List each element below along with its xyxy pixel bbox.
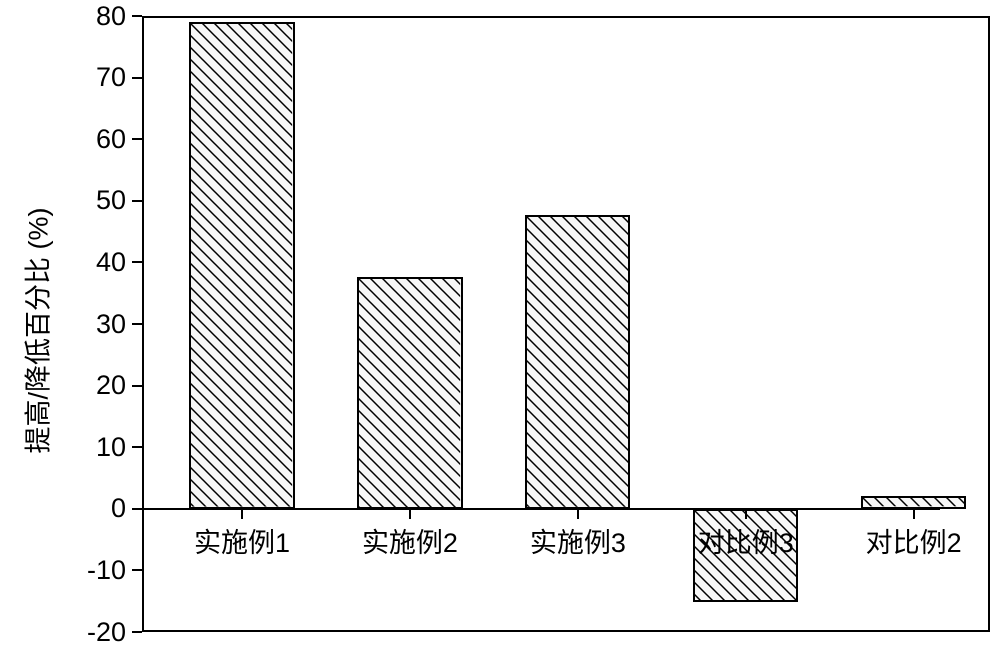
x-tick-label: 实施例1	[157, 521, 327, 560]
y-tick-mark	[132, 138, 142, 140]
y-tick-mark	[132, 323, 142, 325]
y-tick-label: 80	[0, 1, 126, 32]
x-tick-label: 对比例2	[829, 521, 999, 560]
y-tick-mark	[132, 385, 142, 387]
x-tick-label: 实施例2	[325, 521, 495, 560]
y-tick-label: -20	[0, 617, 126, 648]
bar	[357, 277, 462, 509]
x-tick-mark	[913, 509, 915, 519]
y-tick-mark	[132, 77, 142, 79]
y-tick-mark	[132, 200, 142, 202]
y-tick-mark	[132, 15, 142, 17]
x-tick-mark	[577, 509, 579, 519]
y-tick-label: -10	[0, 555, 126, 586]
y-tick-label: 70	[0, 62, 126, 93]
x-tick-mark	[241, 509, 243, 519]
y-axis-title: 提高/降低百分比 (%)	[17, 130, 56, 530]
y-tick-mark	[132, 261, 142, 263]
bar	[861, 496, 966, 508]
y-tick-mark	[132, 508, 142, 510]
x-tick-mark	[745, 509, 747, 519]
y-tick-mark	[132, 569, 142, 571]
bar	[189, 22, 294, 509]
y-tick-mark	[132, 446, 142, 448]
y-tick-mark	[132, 631, 142, 633]
bar	[525, 215, 630, 509]
x-tick-label: 实施例3	[493, 521, 663, 560]
x-tick-label: 对比例3	[661, 521, 831, 560]
x-tick-mark	[409, 509, 411, 519]
